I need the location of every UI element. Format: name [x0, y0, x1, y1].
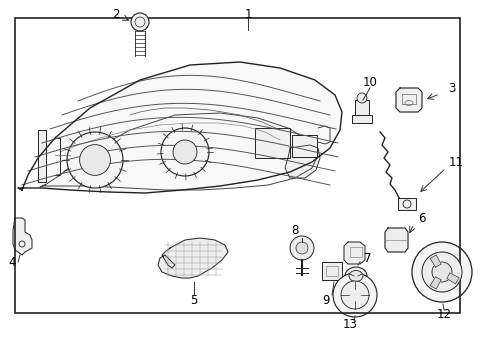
Text: 9: 9 [322, 293, 329, 306]
Text: 11: 11 [447, 156, 463, 168]
Polygon shape [158, 238, 227, 278]
Bar [38, 130, 46, 182]
Circle shape [131, 13, 149, 31]
Circle shape [173, 140, 197, 164]
Text: 10: 10 [362, 76, 377, 89]
Circle shape [289, 236, 313, 260]
Bar [321, 262, 341, 280]
Circle shape [431, 262, 451, 282]
Text: 12: 12 [436, 309, 450, 321]
Polygon shape [395, 88, 421, 112]
Text: 7: 7 [364, 252, 371, 265]
Text: 6: 6 [417, 212, 425, 225]
Polygon shape [429, 277, 440, 289]
Bar [254, 128, 289, 158]
Text: 5: 5 [190, 293, 197, 306]
Bar [397, 198, 415, 210]
Circle shape [340, 281, 368, 309]
Polygon shape [285, 145, 319, 178]
Bar [291, 135, 316, 157]
Circle shape [161, 128, 208, 176]
Ellipse shape [345, 267, 366, 285]
Polygon shape [429, 255, 440, 267]
Bar [349, 247, 361, 257]
Circle shape [80, 145, 110, 175]
Circle shape [67, 132, 123, 188]
Text: 1: 1 [244, 8, 251, 21]
Ellipse shape [348, 270, 362, 282]
Circle shape [295, 242, 307, 254]
Text: 3: 3 [447, 81, 455, 95]
Polygon shape [446, 273, 458, 284]
Text: 2: 2 [112, 8, 120, 21]
Bar [325, 266, 337, 276]
Bar [351, 115, 371, 123]
Bar [354, 100, 368, 118]
Circle shape [402, 200, 410, 208]
Polygon shape [13, 218, 32, 255]
Bar [15, 18, 459, 313]
Circle shape [421, 252, 461, 292]
Polygon shape [343, 242, 364, 264]
Circle shape [332, 273, 376, 317]
Circle shape [411, 242, 471, 302]
Text: 4: 4 [8, 256, 16, 269]
Text: 13: 13 [342, 319, 357, 332]
Circle shape [356, 93, 366, 103]
Bar [401, 94, 415, 104]
Polygon shape [18, 62, 341, 193]
Polygon shape [384, 228, 407, 252]
Text: 8: 8 [291, 224, 298, 237]
